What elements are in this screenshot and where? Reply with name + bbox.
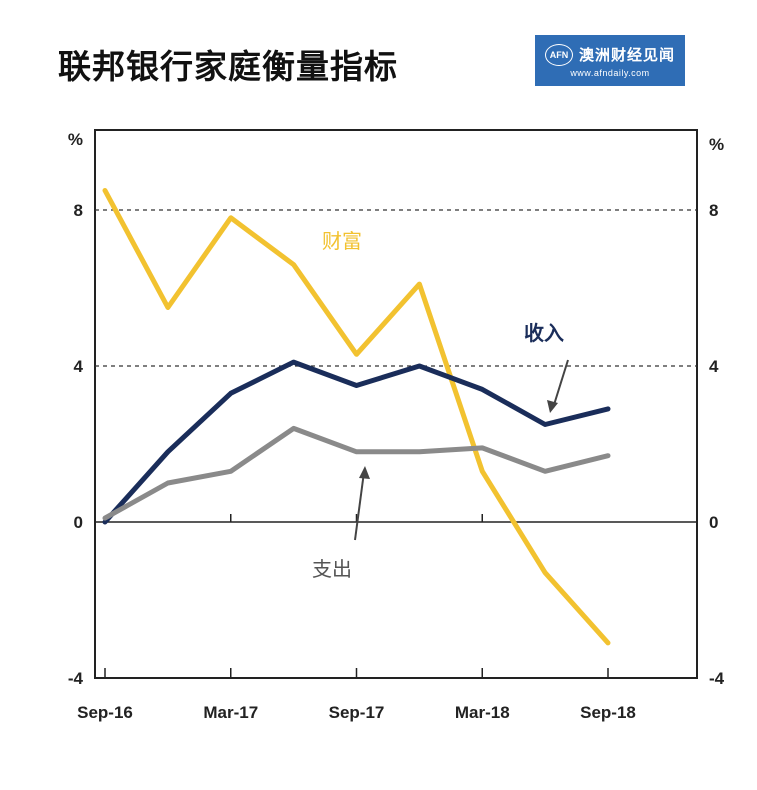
series-lines (102, 188, 611, 646)
afn-badge-icon: AFN (544, 43, 573, 66)
x-tick-label: Mar-17 (203, 703, 258, 722)
x-tick-label: Sep-17 (329, 703, 385, 722)
income-arrow-head (547, 400, 558, 413)
y-tick-right: 4 (709, 357, 719, 376)
series-line-财富 (102, 188, 611, 646)
y-tick-left: -4 (68, 669, 84, 688)
y-tick-left: 0 (74, 513, 83, 532)
chart-title: 联邦银行家庭衡量指标 (58, 47, 398, 86)
reference-lines (95, 209, 697, 367)
income-arrow-line (552, 359, 569, 409)
y-tick-right: 8 (709, 201, 718, 220)
afn-logo: AFN 澳洲财经见闻 www.afndaily.com (535, 35, 685, 86)
spending-arrow-head (359, 466, 370, 479)
axis-labels: 8 8 4 4 0 0 -4 -4% % Sep-16 Mar-17 Sep-17 Mar-18 Sep-… (68, 130, 725, 722)
x-tick-label: Mar-18 (455, 703, 510, 722)
spending-arrow-line (354, 471, 365, 541)
series-line-收入 (102, 359, 611, 525)
y-unit-left: % (68, 130, 83, 149)
logo-url: www.afndaily.com (570, 67, 650, 78)
y-tick-left: 8 (74, 201, 83, 220)
y-tick-right: 0 (709, 513, 718, 532)
series-line-支出 (102, 425, 611, 521)
x-tick-label: Sep-16 (77, 703, 133, 722)
series-label-income: 收入 (524, 321, 564, 345)
x-tick-label: Sep-18 (580, 703, 636, 722)
y-tick-right: -4 (709, 669, 725, 688)
series-label-wealth: 财富 (322, 229, 362, 253)
series-label-spending: 支出 (312, 557, 352, 581)
y-unit-right: % (709, 135, 724, 154)
x-axis-ticks (104, 514, 609, 678)
plot-border (94, 129, 698, 679)
y-tick-left: 4 (74, 357, 84, 376)
plot-frame (94, 129, 698, 679)
logo-name: 澳洲财经见闻 (578, 46, 675, 64)
